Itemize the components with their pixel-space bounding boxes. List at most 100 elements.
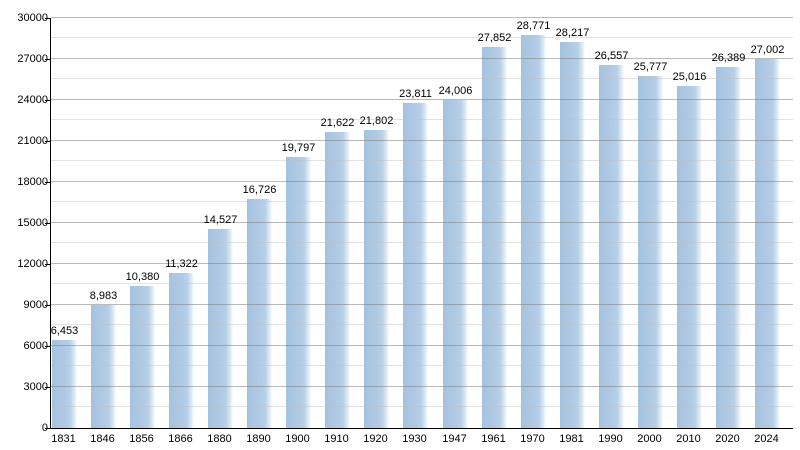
bar: [560, 42, 585, 428]
y-tick-mark: [45, 182, 50, 183]
y-tick-mark: [45, 428, 50, 429]
bar: [91, 305, 116, 428]
gridline-major: [51, 304, 793, 305]
bar: [208, 229, 233, 428]
x-tick-label: 1970: [520, 433, 545, 445]
bar: [677, 86, 702, 428]
x-tick-label: 1990: [598, 433, 623, 445]
gridline-major: [51, 99, 793, 100]
bar: [247, 199, 272, 428]
y-tick-label: 12000: [17, 258, 48, 270]
bar-value-label: 8,983: [89, 290, 118, 302]
gridline-minor: [51, 37, 793, 38]
x-tick-label: 1880: [207, 433, 232, 445]
x-tick-label: 1920: [363, 433, 388, 445]
bar: [403, 103, 428, 428]
gridline-major: [51, 263, 793, 264]
x-tick-label: 1831: [51, 433, 76, 445]
y-tick-mark: [45, 305, 50, 306]
bar: [52, 340, 77, 428]
gridline-major: [51, 386, 793, 387]
y-tick-mark: [45, 100, 50, 101]
y-tick-mark: [45, 223, 50, 224]
bar-value-label: 21,802: [359, 115, 394, 127]
gridline-minor: [51, 78, 793, 79]
y-tick-label: 3000: [23, 381, 48, 393]
x-tick-label: 2024: [754, 433, 779, 445]
bar-value-label: 27,002: [750, 44, 785, 56]
bar-value-label: 26,557: [594, 50, 629, 62]
bar: [443, 100, 468, 428]
bar-value-label: 21,622: [320, 117, 355, 129]
bar-value-label: 10,380: [125, 271, 160, 283]
bar: [325, 132, 350, 428]
bar-value-label: 6,453: [50, 325, 79, 337]
x-tick-label: 1961: [481, 433, 506, 445]
bar-value-label: 25,777: [633, 61, 668, 73]
bar: [130, 286, 155, 428]
bar-value-label: 19,797: [281, 142, 316, 154]
x-tick-label: 1846: [90, 433, 115, 445]
x-tick-label: 1981: [559, 433, 584, 445]
gridline-minor: [51, 283, 793, 284]
y-tick-label: 27000: [17, 53, 48, 65]
x-tick-label: 2010: [676, 433, 701, 445]
gridline-major: [51, 140, 793, 141]
y-tick-label: 0: [3, 422, 48, 434]
x-tick-label: 1930: [402, 433, 427, 445]
gridline-major: [51, 181, 793, 182]
bar: [521, 35, 546, 428]
y-tick-mark: [45, 59, 50, 60]
y-tick-label: 21000: [17, 135, 48, 147]
y-tick-mark: [45, 387, 50, 388]
x-tick-label: 1910: [324, 433, 349, 445]
gridline-minor: [51, 324, 793, 325]
bar: [364, 130, 389, 428]
bar-value-label: 27,852: [477, 32, 512, 44]
gridline-minor: [51, 365, 793, 366]
y-tick-label: 30000: [17, 12, 48, 24]
bar-value-label: 28,771: [516, 20, 551, 32]
gridline-minor: [51, 406, 793, 407]
bar: [638, 76, 663, 428]
y-tick-mark: [45, 264, 50, 265]
gridline-major: [51, 345, 793, 346]
plot-area: 6,453 8,983 10,380 11,322 14,527 16,726 19,797…: [50, 17, 793, 429]
x-tick-label: 1947: [442, 433, 467, 445]
bar: [716, 67, 741, 428]
bar: [599, 65, 624, 428]
bar-value-label: 28,217: [555, 27, 590, 39]
gridline-minor: [51, 201, 793, 202]
gridline-major: [51, 17, 793, 18]
x-tick-label: 1890: [246, 433, 271, 445]
gridline-minor: [51, 160, 793, 161]
x-tick-label: 1866: [168, 433, 193, 445]
y-tick-label: 24000: [17, 94, 48, 106]
gridline-minor: [51, 119, 793, 120]
bar: [169, 273, 194, 428]
y-tick-label: 9000: [23, 299, 48, 311]
x-tick-label: 1856: [129, 433, 154, 445]
bar: [286, 157, 311, 428]
y-tick-mark: [45, 346, 50, 347]
bar-value-label: 16,726: [242, 184, 277, 196]
gridline-minor: [51, 242, 793, 243]
x-tick-label: 2020: [715, 433, 740, 445]
bar-value-label: 11,322: [165, 258, 198, 270]
y-tick-mark: [45, 18, 50, 19]
bar-value-label: 23,811: [399, 88, 432, 100]
bar-value-label: 26,389: [711, 52, 746, 64]
y-tick-mark: [45, 141, 50, 142]
bar-value-label: 14,527: [203, 214, 238, 226]
bar-value-label: 25,016: [672, 71, 707, 83]
x-tick-label: 1900: [285, 433, 310, 445]
y-tick-label: 6000: [23, 340, 48, 352]
gridline-major: [51, 58, 793, 59]
y-tick-label: 15000: [17, 217, 48, 229]
bar-value-label: 24,006: [438, 85, 473, 97]
bar: [755, 59, 780, 428]
gridline-major: [51, 222, 793, 223]
x-tick-label: 2000: [637, 433, 662, 445]
y-tick-label: 18000: [17, 176, 48, 188]
